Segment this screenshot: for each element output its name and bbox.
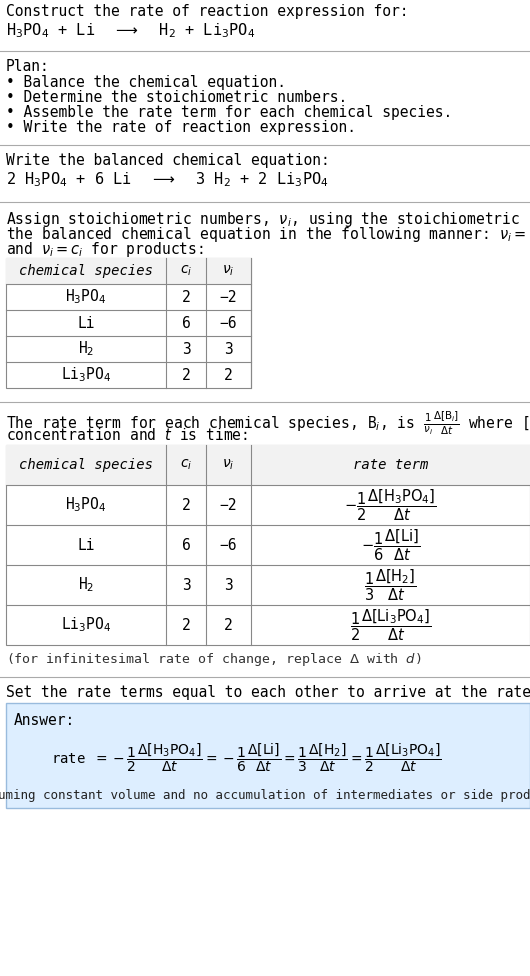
Text: $-\dfrac{1}{2}\dfrac{\Delta[\mathrm{H_3PO_4}]}{\Delta t}$: $-\dfrac{1}{2}\dfrac{\Delta[\mathrm{H_3P… [344, 487, 437, 523]
Text: 2: 2 [182, 618, 190, 632]
Text: $-\dfrac{1}{6}\dfrac{\Delta[\mathrm{Li}]}{\Delta t}$: $-\dfrac{1}{6}\dfrac{\Delta[\mathrm{Li}]… [361, 527, 420, 563]
Bar [6, 445, 530, 645]
Text: −2: −2 [220, 498, 237, 512]
Bar [6, 258, 251, 388]
Text: • Balance the chemical equation.: • Balance the chemical equation. [6, 75, 286, 90]
Text: rate $= -\dfrac{1}{2}\dfrac{\Delta[\mathrm{H_3PO_4}]}{\Delta t} = -\dfrac{1}{6}\: rate $= -\dfrac{1}{2}\dfrac{\Delta[\math… [51, 742, 442, 774]
Text: 2: 2 [182, 290, 190, 305]
Text: $c_i$: $c_i$ [180, 458, 192, 472]
Text: 2: 2 [224, 618, 233, 632]
Text: 3: 3 [224, 578, 233, 592]
Text: $\nu_i$: $\nu_i$ [222, 264, 235, 278]
Text: $\nu_i$: $\nu_i$ [222, 458, 235, 472]
Text: H$_3$PO$_4$: H$_3$PO$_4$ [65, 288, 107, 306]
Text: H$_2$: H$_2$ [78, 576, 94, 594]
Text: and $\nu_i = c_i$ for products:: and $\nu_i = c_i$ for products: [6, 240, 204, 259]
Text: concentration and $t$ is time:: concentration and $t$ is time: [6, 427, 248, 443]
Text: H$_3$PO$_4$: H$_3$PO$_4$ [65, 496, 107, 514]
Text: chemical species: chemical species [19, 458, 153, 472]
Text: • Write the rate of reaction expression.: • Write the rate of reaction expression. [6, 120, 356, 135]
Text: 2: 2 [182, 498, 190, 512]
Text: Answer:: Answer: [14, 713, 75, 728]
Text: 2 H$_3$PO$_4$ + 6 Li  $\longrightarrow$  3 H$_2$ + 2 Li$_3$PO$_4$: 2 H$_3$PO$_4$ + 6 Li $\longrightarrow$ 3… [6, 170, 329, 188]
Text: • Assemble the rate term for each chemical species.: • Assemble the rate term for each chemic… [6, 105, 452, 120]
Text: $c_i$: $c_i$ [180, 264, 192, 278]
Text: Li$_3$PO$_4$: Li$_3$PO$_4$ [61, 366, 111, 385]
Text: chemical species: chemical species [19, 264, 153, 278]
Text: Plan:: Plan: [6, 59, 50, 74]
Text: 6: 6 [182, 538, 190, 552]
Text: the balanced chemical equation in the following manner: $\nu_i = -c_i$ for react: the balanced chemical equation in the fo… [6, 225, 530, 244]
Bar [6, 258, 251, 284]
Text: (assuming constant volume and no accumulation of intermediates or side products): (assuming constant volume and no accumul… [0, 789, 530, 801]
Text: Assign stoichiometric numbers, $\nu_i$, using the stoichiometric coefficients, $: Assign stoichiometric numbers, $\nu_i$, … [6, 210, 530, 229]
Text: Construct the rate of reaction expression for:: Construct the rate of reaction expressio… [6, 4, 409, 19]
Text: 3: 3 [182, 342, 190, 356]
Bar [6, 445, 530, 485]
Text: Write the balanced chemical equation:: Write the balanced chemical equation: [6, 153, 330, 168]
Text: 6: 6 [182, 315, 190, 331]
Text: H$_2$: H$_2$ [78, 340, 94, 358]
Text: 2: 2 [224, 368, 233, 383]
Text: −2: −2 [220, 290, 237, 305]
Text: $\dfrac{1}{2}\dfrac{\Delta[\mathrm{Li_3PO_4}]}{\Delta t}$: $\dfrac{1}{2}\dfrac{\Delta[\mathrm{Li_3P… [350, 607, 431, 643]
Text: Li$_3$PO$_4$: Li$_3$PO$_4$ [61, 616, 111, 634]
Text: • Determine the stoichiometric numbers.: • Determine the stoichiometric numbers. [6, 90, 347, 105]
FancyBboxPatch shape [6, 703, 530, 808]
Text: The rate term for each chemical species, B$_i$, is $\frac{1}{\nu_i}\frac{\Delta[: The rate term for each chemical species,… [6, 410, 530, 437]
Text: −6: −6 [220, 315, 237, 331]
Text: rate term: rate term [353, 458, 428, 472]
Text: $\dfrac{1}{3}\dfrac{\Delta[\mathrm{H_2}]}{\Delta t}$: $\dfrac{1}{3}\dfrac{\Delta[\mathrm{H_2}]… [364, 567, 417, 603]
Text: H$_3$PO$_4$ + Li  $\longrightarrow$  H$_2$ + Li$_3$PO$_4$: H$_3$PO$_4$ + Li $\longrightarrow$ H$_2$… [6, 21, 255, 40]
Text: 3: 3 [224, 342, 233, 356]
Text: Li: Li [77, 538, 95, 552]
Text: Li: Li [77, 315, 95, 331]
Text: 3: 3 [182, 578, 190, 592]
Text: −6: −6 [220, 538, 237, 552]
Text: Set the rate terms equal to each other to arrive at the rate expression:: Set the rate terms equal to each other t… [6, 685, 530, 700]
Text: 2: 2 [182, 368, 190, 383]
Text: (for infinitesimal rate of change, replace $\Delta$ with $d$): (for infinitesimal rate of change, repla… [6, 651, 422, 668]
